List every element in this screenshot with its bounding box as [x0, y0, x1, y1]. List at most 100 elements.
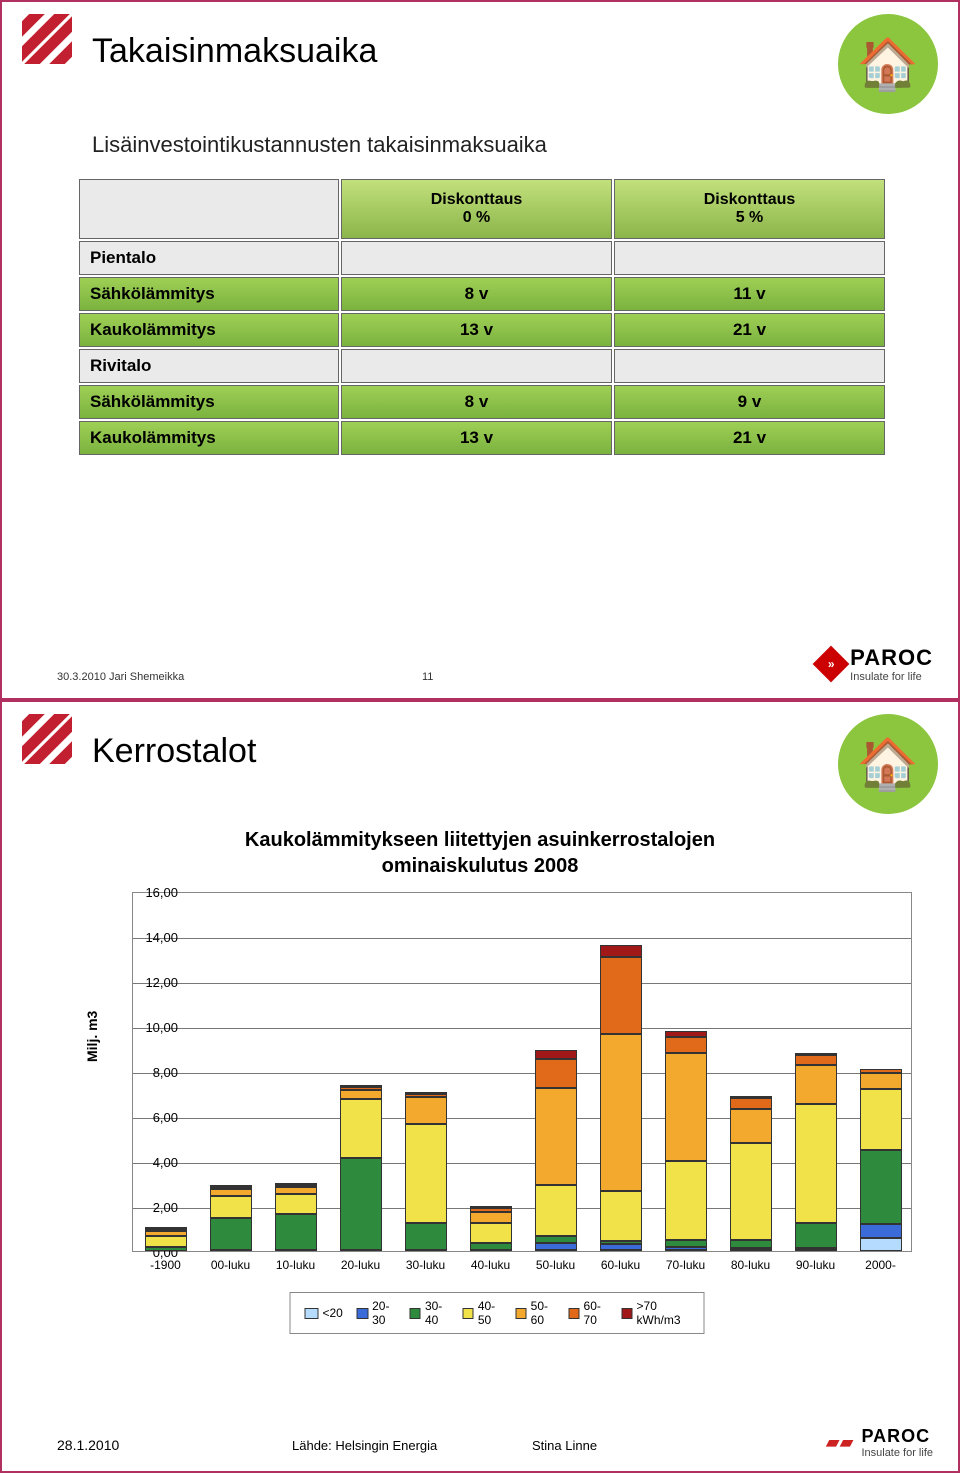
legend-item: <20: [305, 1299, 343, 1327]
x-tick-label: 50-luku: [526, 1258, 586, 1272]
y-tick-label: 16,00: [138, 885, 178, 900]
gridline: [133, 983, 911, 984]
table-section-row: Rivitalo: [79, 349, 885, 383]
bar-segment: [145, 1236, 187, 1246]
bar-segment: [145, 1227, 187, 1229]
x-tick-label: 20-luku: [331, 1258, 391, 1272]
energiaviisas-talo-badge: 🏠: [838, 14, 938, 114]
y-tick-label: 6,00: [138, 1110, 178, 1125]
energiaviisas-talo-badge: 🏠: [838, 714, 938, 814]
y-tick-label: 12,00: [138, 975, 178, 990]
chart-title: Kaukolämmitykseen liitettyjen asuinkerro…: [245, 827, 715, 879]
legend-label: 40-50: [478, 1299, 502, 1327]
bar-segment: [665, 1161, 707, 1240]
bar-segment: [730, 1248, 772, 1250]
slide2-title: Kerrostalot: [92, 732, 256, 771]
paroc-name: PAROC: [850, 645, 933, 671]
x-tick-label: 60-luku: [591, 1258, 651, 1272]
bar-segment: [535, 1059, 577, 1088]
row-c2: 9 v: [614, 385, 885, 419]
x-tick-label: 40-luku: [461, 1258, 521, 1272]
row-c1: 13 v: [341, 313, 612, 347]
bar-segment: [600, 1241, 642, 1244]
house-icon: 🏠: [857, 735, 919, 794]
x-tick-label: 2000-: [851, 1258, 911, 1272]
table-section-label: Pientalo: [79, 241, 339, 275]
legend-swatch: [621, 1308, 632, 1319]
bar-segment: [665, 1247, 707, 1250]
paroc-name: PAROC: [861, 1426, 933, 1447]
row-label: Kaukolämmitys: [79, 421, 339, 455]
gridline: [133, 938, 911, 939]
row-label: Sähkölämmitys: [79, 277, 339, 311]
legend-item: 60-70: [568, 1299, 607, 1327]
table-row: Kaukolämmitys13 v21 v: [79, 421, 885, 455]
bar-segment: [860, 1073, 902, 1089]
bar-segment: [405, 1092, 447, 1094]
bar-segment: [795, 1055, 837, 1065]
bar-segment: [340, 1158, 382, 1250]
presenter-name: Stina Linne: [532, 1438, 597, 1453]
legend-swatch: [463, 1308, 474, 1319]
row-label: Kaukolämmitys: [79, 313, 339, 347]
legend-label: 50-60: [531, 1299, 555, 1327]
bar-segment: [600, 1034, 642, 1192]
header-col1: Diskonttaus 0 %: [341, 179, 612, 239]
bar-segment: [340, 1087, 382, 1090]
chart-plot: 0,002,004,006,008,0010,0012,0014,0016,00…: [132, 892, 912, 1252]
paroc-diamond-icon: »: [813, 646, 850, 683]
bar-segment: [860, 1089, 902, 1150]
bar-segment: [210, 1189, 252, 1196]
bar-segment: [210, 1185, 252, 1187]
header-col2: Diskonttaus 5 %: [614, 179, 885, 239]
y-tick-label: 8,00: [138, 1065, 178, 1080]
legend-label: >70 kWh/m3: [637, 1299, 690, 1327]
y-tick-label: 14,00: [138, 930, 178, 945]
bar-segment: [860, 1069, 902, 1074]
bar-segment: [795, 1053, 837, 1055]
y-tick-label: 2,00: [138, 1200, 178, 1215]
x-tick-label: 80-luku: [721, 1258, 781, 1272]
table-row: Sähkölämmitys8 v9 v: [79, 385, 885, 419]
bar-segment: [665, 1031, 707, 1038]
x-tick-label: 70-luku: [656, 1258, 716, 1272]
paroc-tagline: Insulate for life: [850, 671, 933, 683]
bar-segment: [470, 1223, 512, 1243]
bar-segment: [860, 1224, 902, 1238]
y-axis-label: Milj. m3: [84, 1011, 100, 1062]
bar-segment: [600, 1244, 642, 1250]
legend-label: 20-30: [372, 1299, 396, 1327]
paroc-logo: » PAROC Insulate for life: [818, 645, 933, 683]
bar-segment: [470, 1208, 512, 1211]
bar-segment: [470, 1243, 512, 1250]
bar-segment: [600, 945, 642, 957]
legend-swatch: [515, 1308, 526, 1319]
row-c1: 8 v: [341, 385, 612, 419]
slide-2-container: Kerrostalot 🏠 Kaukolämmitykseen liitetty…: [0, 700, 960, 1473]
x-tick-label: -1900: [136, 1258, 196, 1272]
legend-swatch: [568, 1308, 579, 1319]
bar-segment: [145, 1247, 187, 1252]
bar-segment: [275, 1194, 317, 1214]
row-c2: 11 v: [614, 277, 885, 311]
legend-item: 40-50: [463, 1299, 502, 1327]
payback-table: Diskonttaus 0 % Diskonttaus 5 % Pientalo…: [77, 177, 887, 457]
bar-segment: [275, 1185, 317, 1187]
bar-segment: [275, 1187, 317, 1194]
bar-segment: [535, 1236, 577, 1243]
paroc-logo: ▰▰ PAROC Insulate for life: [826, 1426, 933, 1459]
legend-label: <20: [323, 1306, 343, 1320]
bar-segment: [470, 1212, 512, 1223]
chart-source: Lähde: Helsingin Energia: [292, 1438, 437, 1453]
paroc-hatch-icon: [22, 714, 72, 764]
row-c2: 21 v: [614, 421, 885, 455]
slide2-date: 28.1.2010: [57, 1437, 119, 1453]
bar-segment: [405, 1223, 447, 1250]
bar-segment: [535, 1185, 577, 1237]
bar-segment: [600, 1191, 642, 1241]
slide1-subtitle: Lisäinvestointikustannusten takaisinmaks…: [92, 132, 547, 158]
legend-item: 30-40: [410, 1299, 449, 1327]
legend-item: 50-60: [515, 1299, 554, 1327]
x-tick-label: 90-luku: [786, 1258, 846, 1272]
row-c1: 8 v: [341, 277, 612, 311]
